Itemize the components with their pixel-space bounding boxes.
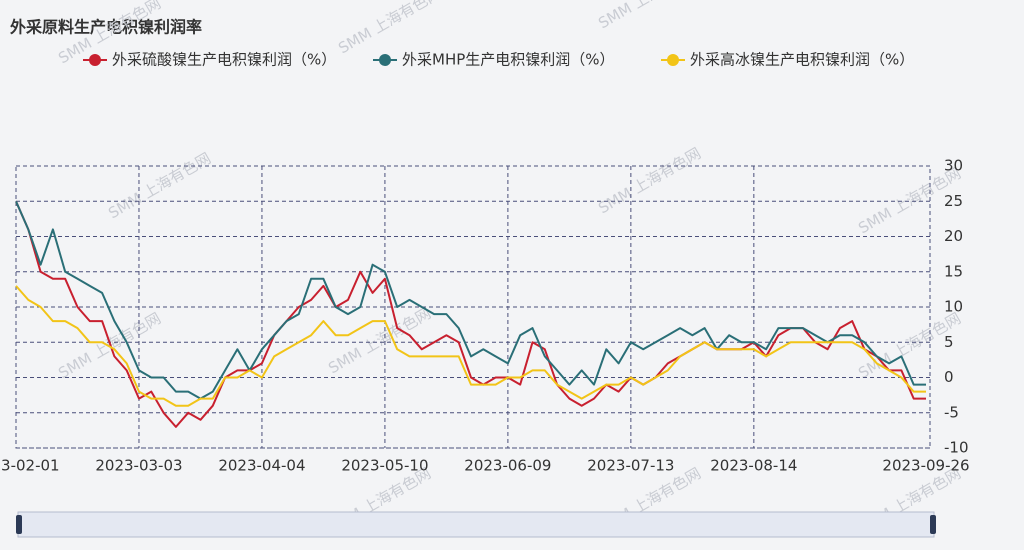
y-tick-label: 30: [944, 157, 963, 175]
series-line: [15, 200, 926, 400]
legend-marker: [379, 54, 391, 66]
watermark: SMM 上海有色网: [335, 0, 444, 57]
chart-title: 外采原料生产电积镍利润率: [9, 18, 202, 37]
y-tick-label: -5: [944, 403, 959, 421]
y-tick-label: 10: [944, 298, 963, 316]
y-tick-label: 15: [944, 262, 963, 280]
legend-label: 外采硫酸镍生产电积镍利润（%）: [112, 51, 336, 69]
data-zoom[interactable]: [16, 511, 936, 538]
zoom-handle[interactable]: [16, 515, 22, 534]
x-tick-label: 2023-06-09: [464, 457, 551, 475]
y-tick-label: 20: [944, 227, 963, 245]
y-tick-label: 25: [944, 192, 963, 210]
legend-label: 外采MHP生产电积镍利润（%）: [402, 51, 615, 69]
x-tick-label: 2023-09-26: [882, 457, 969, 475]
x-tick-label: 2023-02-01: [0, 457, 60, 475]
x-tick-label: 2023-04-04: [218, 457, 305, 475]
x-tick-label: 2023-05-10: [341, 457, 428, 475]
legend-label: 外采高冰镍生产电积镍利润（%）: [690, 51, 914, 69]
watermark: SMM 上海有色网: [595, 0, 704, 32]
watermark: SMM 上海有色网: [325, 304, 434, 377]
x-tick-label: 2023-07-13: [587, 457, 674, 475]
watermark: SMM 上海有色网: [595, 144, 704, 217]
x-tick-label: 2023-03-03: [95, 457, 182, 475]
y-tick-label: 5: [944, 333, 954, 351]
zoom-handle[interactable]: [930, 515, 936, 534]
series-line: [15, 285, 926, 407]
zoom-track[interactable]: [17, 511, 935, 538]
y-tick-label: 0: [944, 368, 954, 386]
x-tick-label: 2023-08-14: [710, 457, 797, 475]
y-tick-label: -10: [944, 439, 969, 457]
legend-marker: [667, 54, 679, 66]
legend-marker: [89, 54, 101, 66]
series-line: [15, 200, 926, 428]
watermark: SMM 上海有色网: [105, 149, 214, 222]
